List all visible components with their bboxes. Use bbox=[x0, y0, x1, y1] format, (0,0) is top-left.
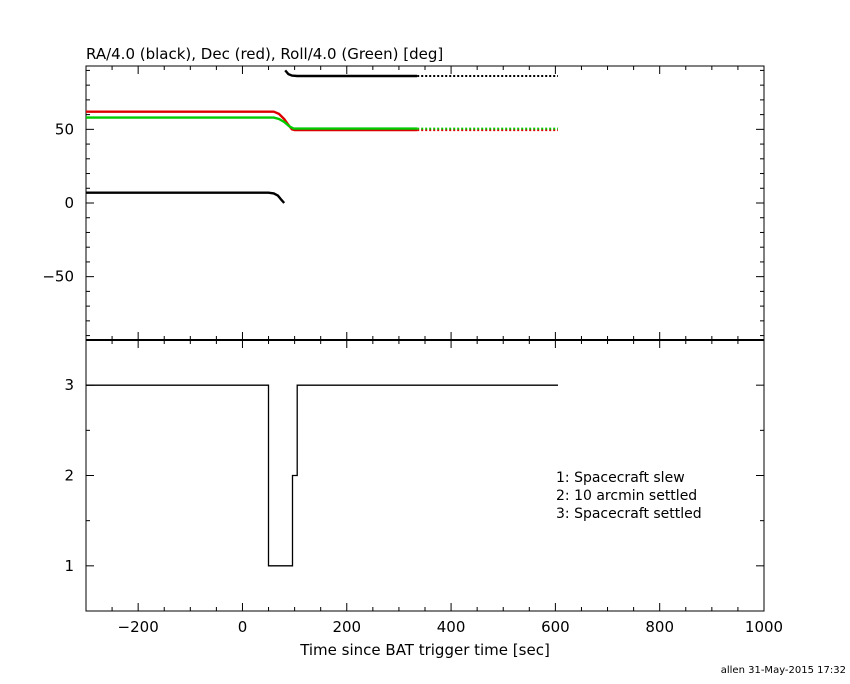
x-tick-label: 200 bbox=[332, 618, 361, 636]
x-tick-label: 800 bbox=[645, 618, 674, 636]
series-ra-4-0-line bbox=[284, 69, 418, 78]
bottom-y-tick-label: 2 bbox=[64, 467, 74, 485]
x-tick-label: 600 bbox=[541, 618, 570, 636]
legend-item-10-arcmin: 2: 10 arcmin settled bbox=[556, 488, 697, 504]
settle-status-line bbox=[86, 384, 558, 567]
top-y-tick-label: −50 bbox=[42, 268, 74, 286]
bottom-panel: 1 2 3 −200 0 200 400 600 800 1000 bbox=[64, 339, 783, 636]
bottom-y-tick-label: 3 bbox=[64, 376, 74, 394]
x-axis-label: Time since BAT trigger time [sec] bbox=[299, 641, 550, 659]
series-dec-line bbox=[86, 110, 418, 132]
x-tick-label: −200 bbox=[118, 618, 159, 636]
series-roll-4-0-line bbox=[86, 116, 418, 130]
legend-item-settled: 3: Spacecraft settled bbox=[556, 506, 702, 522]
x-tick-label: 400 bbox=[437, 618, 466, 636]
bottom-y-tick-label: 1 bbox=[64, 557, 74, 575]
series-ra-4-0-line bbox=[86, 191, 286, 204]
top-y-tick-label: 50 bbox=[55, 120, 74, 138]
top-frame bbox=[85, 65, 765, 341]
legend-item-slew: 1: Spacecraft slew bbox=[556, 470, 685, 486]
top-y-tick-label: 0 bbox=[64, 194, 74, 212]
top-panel: −50 0 50 bbox=[42, 65, 765, 341]
x-tick-label: 0 bbox=[238, 618, 248, 636]
x-tick-label: 1000 bbox=[745, 618, 783, 636]
footer-stamp: allen 31-May-2015 17:32 bbox=[721, 665, 846, 676]
top-chart-title: RA/4.0 (black), Dec (red), Roll/4.0 (Gre… bbox=[86, 45, 443, 63]
